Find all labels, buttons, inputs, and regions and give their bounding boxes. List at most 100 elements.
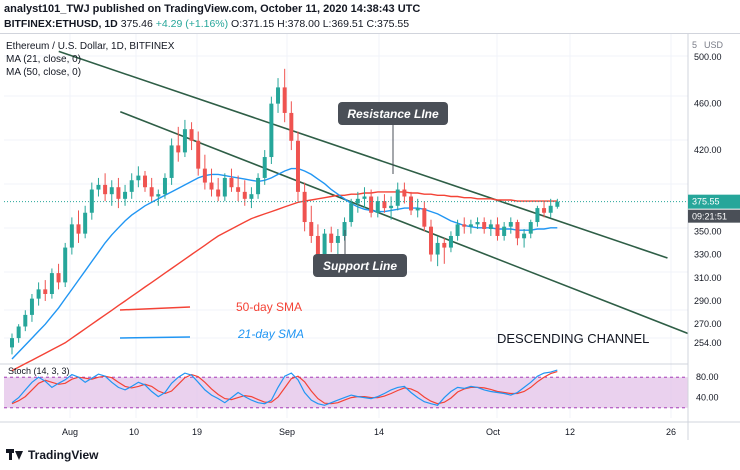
- price-tick: 270.00: [694, 319, 722, 329]
- symbol-label: BITFINEX:ETHUSD, 1D: [4, 18, 118, 30]
- candle-body: [555, 201, 560, 207]
- candle-body: [256, 177, 261, 195]
- descending-channel: [58, 50, 689, 335]
- price-tick: 310.00: [694, 273, 722, 283]
- candle-body: [123, 191, 128, 199]
- candle-body: [428, 226, 433, 255]
- price-change: +4.29 (+1.16%): [155, 18, 229, 30]
- candle-body: [109, 187, 114, 195]
- candle-body: [329, 233, 334, 243]
- candle-body: [302, 191, 307, 223]
- candle-body: [69, 224, 74, 248]
- channel-label: DESCENDING CHANNEL: [497, 331, 649, 346]
- candle-body: [442, 242, 447, 248]
- price-tick: 350.00: [694, 226, 722, 236]
- candle-body: [242, 191, 247, 199]
- current-price-tag-bg: [688, 194, 740, 209]
- ohlc-values: O:371.15 H:378.00 L:369.51 C:375.55: [231, 18, 410, 30]
- stoch-d-line: [11, 371, 558, 405]
- candle-body: [249, 194, 254, 199]
- candle-body: [535, 208, 540, 223]
- price-tick: 290.00: [694, 296, 722, 306]
- stoch-lines: [11, 369, 558, 406]
- candle-body: [149, 187, 154, 197]
- time-tick: 14: [374, 427, 384, 437]
- support-callout-box: [313, 254, 407, 277]
- time-tick: Sep: [279, 427, 295, 437]
- ma50-line: [11, 191, 558, 372]
- candle-body: [375, 201, 380, 213]
- sma50-legend-line: [119, 306, 191, 311]
- candle-body: [276, 87, 281, 104]
- sma21-label: 21-day SMA: [237, 327, 304, 341]
- time-tick: Oct: [486, 427, 501, 437]
- candle-body: [502, 226, 507, 236]
- candle-body: [322, 233, 327, 255]
- candle-body: [76, 224, 81, 234]
- price-tick: 330.00: [694, 250, 722, 260]
- price-axis-bg: [688, 34, 740, 440]
- candle-body: [362, 196, 367, 199]
- candle-body: [10, 338, 14, 348]
- price-tick: 460.00: [694, 99, 722, 109]
- candle-body: [129, 180, 134, 192]
- candle-body: [103, 184, 108, 195]
- chart-title: Ethereum / U.S. Dollar, 1D, BITFINEX: [6, 41, 175, 52]
- tradingview-brand: TradingView: [28, 448, 99, 462]
- candle-body: [222, 177, 227, 197]
- resistance-line: [58, 50, 668, 259]
- resistance-callout-box: [338, 102, 448, 125]
- candle-body: [528, 222, 533, 234]
- footer: TradingView: [0, 440, 740, 470]
- candle-body: [448, 235, 453, 248]
- countdown-tag: 09:21:51: [692, 212, 727, 222]
- chart-area[interactable]: Ethereum / U.S. Dollar, 1D, BITFINEX MA (…: [0, 34, 740, 440]
- candle-body: [482, 222, 487, 229]
- candle-body: [136, 175, 141, 181]
- tradingview-logo-icon: [6, 449, 24, 461]
- candle-body: [262, 157, 267, 178]
- candle-body: [475, 222, 480, 225]
- candle-body: [229, 177, 234, 188]
- publication-line: analyst101_TWJ published on TradingView.…: [4, 3, 421, 15]
- candle-body: [395, 189, 400, 206]
- candle-body: [515, 222, 520, 239]
- candle-body: [369, 196, 374, 213]
- stoch-tick: 40.00: [696, 393, 719, 403]
- time-tick: 12: [565, 427, 575, 437]
- last-price: 375.46: [120, 18, 153, 30]
- price-tick: 500.00: [694, 52, 722, 62]
- candle-body: [269, 103, 274, 158]
- candle-body: [409, 196, 414, 211]
- candle-body: [236, 187, 241, 192]
- candle-body: [382, 201, 387, 209]
- candle-body: [355, 198, 360, 204]
- candle-body: [455, 224, 460, 236]
- candle-body: [435, 242, 440, 255]
- candle-body: [23, 314, 28, 327]
- candle-body: [335, 235, 340, 243]
- price-chart[interactable]: Ethereum / U.S. Dollar, 1D, BITFINEX MA (…: [0, 34, 740, 440]
- candle-body: [162, 177, 167, 195]
- candle-body: [176, 145, 181, 153]
- ma21-line: [11, 167, 558, 360]
- candle-body: [43, 289, 48, 294]
- ma21-legend: MA (21, close, 0): [6, 54, 81, 65]
- publication-header: analyst101_TWJ published on TradingView.…: [0, 0, 740, 34]
- candle-body: [462, 224, 467, 227]
- price-axis-icon: 5: [692, 40, 697, 50]
- stoch-label: Stoch (14, 3, 3): [8, 366, 70, 376]
- symbol-line: BITFINEX:ETHUSD, 1D 375.46 +4.29 (+1.16%…: [4, 18, 409, 30]
- stoch-tick: 80.00: [696, 372, 719, 382]
- stoch-k-line: [11, 369, 558, 406]
- candle-body: [309, 222, 314, 236]
- candle-body: [116, 187, 121, 199]
- candle-body: [402, 189, 407, 197]
- candle-body: [295, 140, 300, 192]
- sma50-label: 50-day SMA: [236, 300, 302, 314]
- time-tick: 19: [192, 427, 202, 437]
- annotations: Ethereum / U.S. Dollar, 1D, BITFINEX MA (…: [6, 41, 649, 376]
- time-tick: 10: [129, 427, 139, 437]
- candle-body: [542, 208, 547, 213]
- candle-body: [216, 189, 221, 197]
